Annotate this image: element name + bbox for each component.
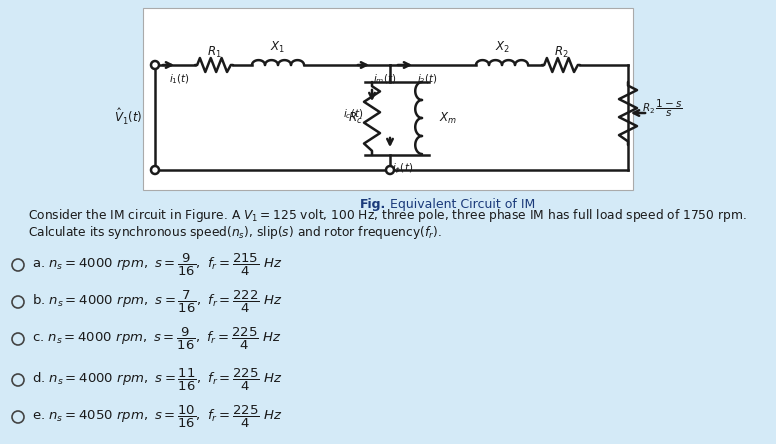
Text: $i_c(t)$: $i_c(t)$ (342, 107, 363, 121)
Circle shape (12, 259, 24, 271)
Text: Fig.: Fig. (360, 198, 386, 210)
Text: $i_\phi(t)$: $i_\phi(t)$ (392, 162, 413, 176)
Circle shape (12, 374, 24, 386)
Text: Equivalent Circuit of IM: Equivalent Circuit of IM (386, 198, 535, 210)
Circle shape (12, 333, 24, 345)
Text: d. $n_s = 4000\ \mathit{rpm},\ s = \dfrac{11}{16},\ f_r = \dfrac{225}{4}\ Hz$: d. $n_s = 4000\ \mathit{rpm},\ s = \dfra… (32, 367, 282, 393)
Text: $i_2(t)$: $i_2(t)$ (417, 72, 438, 86)
Circle shape (386, 166, 394, 174)
Circle shape (12, 296, 24, 308)
Text: $i_1(t)$: $i_1(t)$ (169, 72, 191, 86)
Text: $R_1$: $R_1$ (206, 44, 221, 59)
Text: Calculate its synchronous speed$(n_s)$, slip$(s)$ and rotor frequency$(f_r)$.: Calculate its synchronous speed$(n_s)$, … (28, 223, 442, 241)
Text: $R_2$: $R_2$ (554, 44, 568, 59)
Circle shape (151, 166, 159, 174)
Text: $X_1$: $X_1$ (271, 40, 286, 55)
Text: e. $n_s = 4050\ \mathit{rpm},\ s = \dfrac{10}{16},\ f_r = \dfrac{225}{4}\ Hz$: e. $n_s = 4050\ \mathit{rpm},\ s = \dfra… (32, 404, 282, 430)
Text: $\hat{V}_1(t)$: $\hat{V}_1(t)$ (114, 107, 143, 127)
Text: a. $n_s = 4000\ \mathit{rpm},\ s = \dfrac{9}{16},\ f_r = \dfrac{215}{4}\ Hz$: a. $n_s = 4000\ \mathit{rpm},\ s = \dfra… (32, 252, 282, 278)
Text: $i_m(t)$: $i_m(t)$ (373, 72, 397, 86)
Circle shape (12, 411, 24, 423)
Text: c. $n_s = 4000\ \mathit{rpm},\ s = \dfrac{9}{16},\ f_r = \dfrac{225}{4}\ Hz$: c. $n_s = 4000\ \mathit{rpm},\ s = \dfra… (32, 326, 282, 352)
Text: $R_2\,\dfrac{1-s}{s}$: $R_2\,\dfrac{1-s}{s}$ (642, 97, 683, 119)
Bar (143, 8, 633, 190)
Text: b. $n_s = 4000\ \mathit{rpm},\ s = \dfrac{7}{16},\ f_r = \dfrac{222}{4}\ Hz$: b. $n_s = 4000\ \mathit{rpm},\ s = \dfra… (32, 289, 282, 315)
Text: $R_c$: $R_c$ (348, 111, 363, 126)
Text: $X_m$: $X_m$ (439, 111, 457, 126)
Circle shape (151, 61, 159, 69)
Text: $X_2$: $X_2$ (494, 40, 510, 55)
Text: Consider the IM circuit in Figure. A $V_1 = 125$ volt, 100 Hz, three pole, three: Consider the IM circuit in Figure. A $V_… (28, 206, 747, 223)
